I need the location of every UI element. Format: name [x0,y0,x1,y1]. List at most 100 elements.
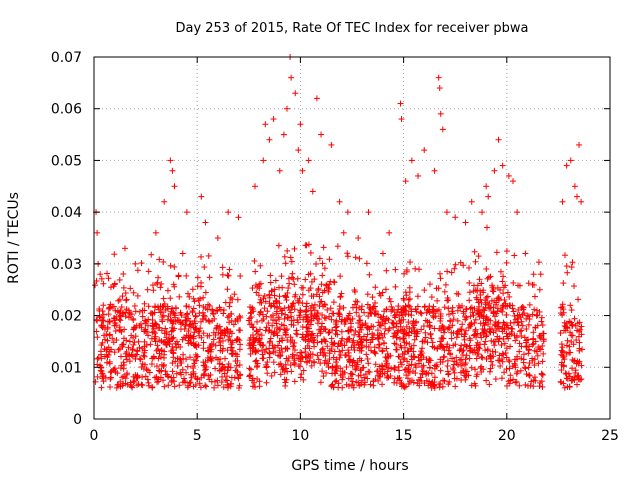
data-point [459,321,466,328]
data-point [297,349,304,356]
data-point [169,360,176,367]
data-point [221,370,228,377]
data-point [105,351,112,358]
data-point [393,341,400,348]
data-point [471,380,478,387]
data-point [424,318,431,325]
data-point [333,327,340,334]
data-point [189,286,196,293]
data-point [105,275,112,282]
data-point [171,183,178,190]
data-point [149,329,156,336]
data-point [494,295,501,302]
data-point [308,362,315,369]
data-point [202,289,209,296]
data-point [303,324,310,331]
data-point [256,281,263,288]
data-point [236,313,243,320]
data-point [364,355,371,362]
y-tick-label: 0.03 [51,257,82,273]
data-point [137,356,144,363]
data-point [497,268,504,275]
data-point [512,337,519,344]
data-point [187,379,194,386]
data-point [470,282,477,289]
data-point [290,276,297,283]
data-point [481,341,488,348]
data-point [179,250,186,257]
data-point [466,289,473,296]
data-point [307,285,314,292]
data-point [219,347,226,354]
data-point [154,303,161,310]
data-point [472,366,479,373]
data-point [297,363,304,370]
data-point [297,121,304,128]
data-point [278,273,285,280]
data-point [326,256,333,263]
data-point [269,342,276,349]
data-point [216,339,223,346]
data-point [441,353,448,360]
data-point [339,368,346,375]
data-point [169,167,176,174]
data-point [505,172,512,179]
data-point [408,353,415,360]
data-point [396,354,403,361]
data-point [480,287,487,294]
data-point [98,322,105,329]
data-point [406,289,413,296]
data-point [263,379,270,386]
data-point [161,330,168,337]
data-point [336,348,343,355]
data-point [377,322,384,329]
data-point [131,324,138,331]
data-point [120,341,127,348]
data-point [388,365,395,372]
data-point [208,357,215,364]
data-point [206,274,213,281]
data-point [153,347,160,354]
data-point [477,365,484,372]
data-point [479,209,486,216]
data-point [99,316,106,323]
data-point [116,316,123,323]
data-point [418,326,425,333]
data-point [441,304,448,311]
data-point [401,344,408,351]
data-point [124,370,131,377]
data-point [424,339,431,346]
data-point [338,328,345,335]
data-point [127,285,134,292]
data-point [132,308,139,315]
data-point [356,329,363,336]
data-point [325,288,332,295]
data-point [321,265,328,272]
data-point [155,274,162,281]
data-point [419,345,426,352]
data-point [334,331,341,338]
data-point [437,275,444,282]
data-point [235,336,242,343]
data-point [503,382,510,389]
data-point [145,367,152,374]
data-point [190,368,197,375]
data-point [372,361,379,368]
data-point [259,342,266,349]
data-point [162,306,169,313]
data-point [274,332,281,339]
data-point [302,337,309,344]
data-point [339,342,346,349]
data-point [579,346,586,353]
data-point [169,327,176,334]
data-point [330,278,337,285]
y-tick-label: 0.07 [51,50,82,66]
data-point [344,209,351,216]
data-point [571,183,578,190]
data-point [467,345,474,352]
data-point [460,352,467,359]
data-point [120,270,127,277]
data-point [427,331,434,338]
data-point [309,351,316,358]
data-point [314,339,321,346]
